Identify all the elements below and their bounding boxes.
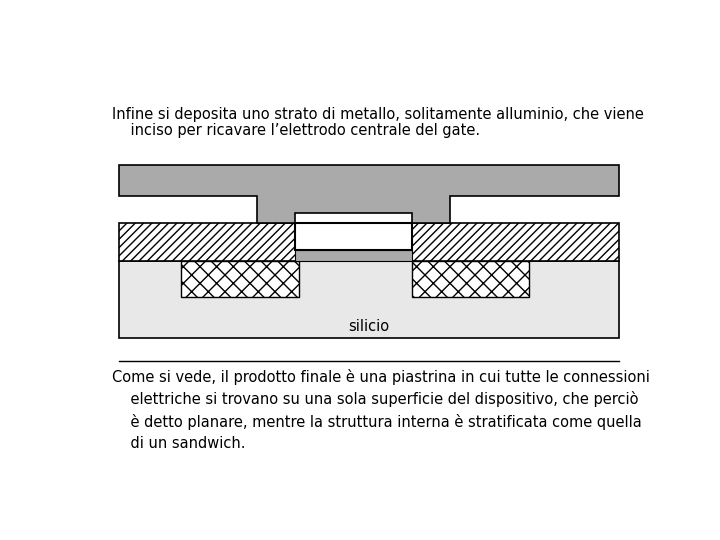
- Text: Infine si deposita uno strato di metallo, solitamente alluminio, che viene: Infine si deposita uno strato di metallo…: [112, 107, 644, 122]
- Bar: [295, 222, 412, 249]
- Text: Come si vede, il prodotto finale è una piastrina in cui tutte le connessioni
   : Come si vede, il prodotto finale è una p…: [112, 369, 649, 451]
- Polygon shape: [120, 165, 618, 222]
- Bar: [412, 261, 529, 298]
- Bar: [181, 261, 300, 298]
- Bar: [120, 222, 618, 261]
- Text: silicio: silicio: [348, 319, 390, 334]
- Bar: [295, 249, 412, 261]
- Text: inciso per ricavare l’elettrodo centrale del gate.: inciso per ricavare l’elettrodo centrale…: [112, 123, 480, 138]
- Bar: [120, 261, 618, 338]
